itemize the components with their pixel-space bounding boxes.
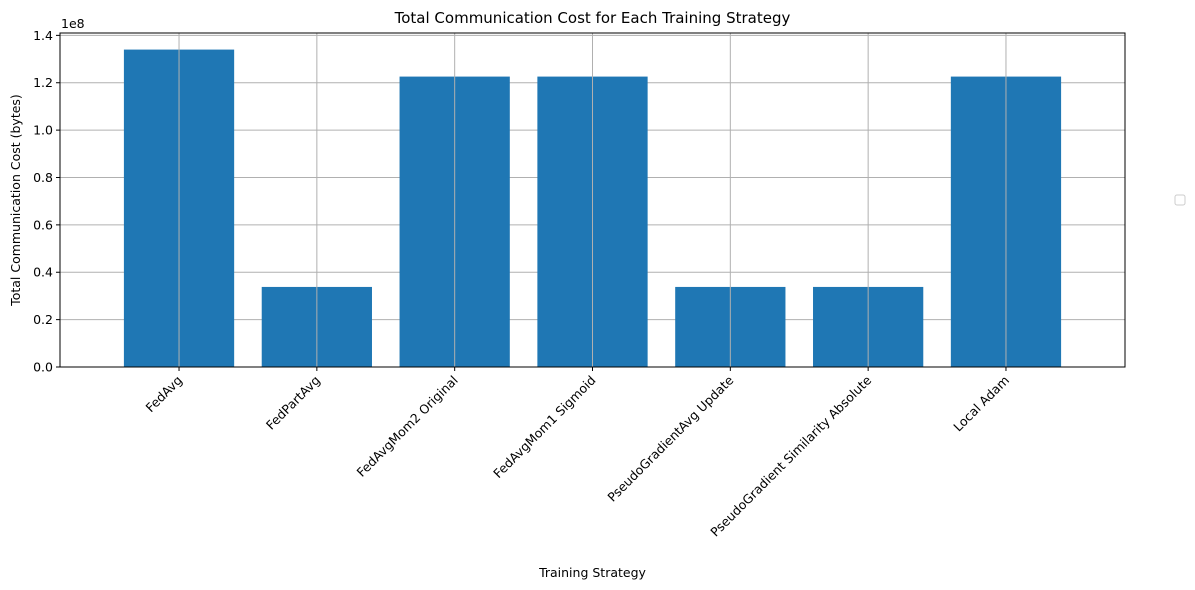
y-tick-label: 1.2 — [33, 75, 53, 90]
vertical-grid — [178, 33, 1007, 367]
y-tick-label: 0.6 — [33, 217, 53, 232]
y-axis-scale-label: 1e8 — [61, 16, 85, 31]
x-tick-label: FedPartAvg — [263, 373, 323, 433]
y-tick-label: 1.0 — [33, 123, 53, 138]
y-tick-label: 0.2 — [33, 312, 53, 327]
x-tick-label: FedAvgMom1 Sigmoid — [490, 373, 598, 481]
x-tick-label: PseudoGradientAvg Update — [604, 372, 736, 504]
y-tick-label: 1.4 — [33, 28, 53, 43]
y-tick-label: 0.0 — [33, 360, 53, 375]
y-tick-label: 0.8 — [33, 170, 53, 185]
chart-title: Total Communication Cost for Each Traini… — [394, 9, 791, 27]
legend — [1174, 194, 1186, 206]
y-tick-label: 0.4 — [33, 265, 53, 280]
y-axis-ticks: 0.0 0.2 0.4 0.6 0.8 1.0 1.2 1.4 — [33, 28, 60, 375]
x-tick-label: FedAvg — [143, 373, 186, 416]
x-axis-title: Training Strategy — [538, 565, 646, 580]
legend-box — [1174, 194, 1186, 206]
y-axis-title: Total Communication Cost (bytes) — [8, 94, 23, 307]
x-axis-ticks: FedAvg FedPartAvg FedAvgMom2 Original FedAv… — [143, 367, 1012, 539]
x-tick-label: FedAvgMom2 Original — [354, 373, 461, 480]
x-tick-label: Local Adam — [950, 373, 1012, 435]
x-tick-label: PseudoGradient Similarity Absolute — [707, 372, 874, 539]
